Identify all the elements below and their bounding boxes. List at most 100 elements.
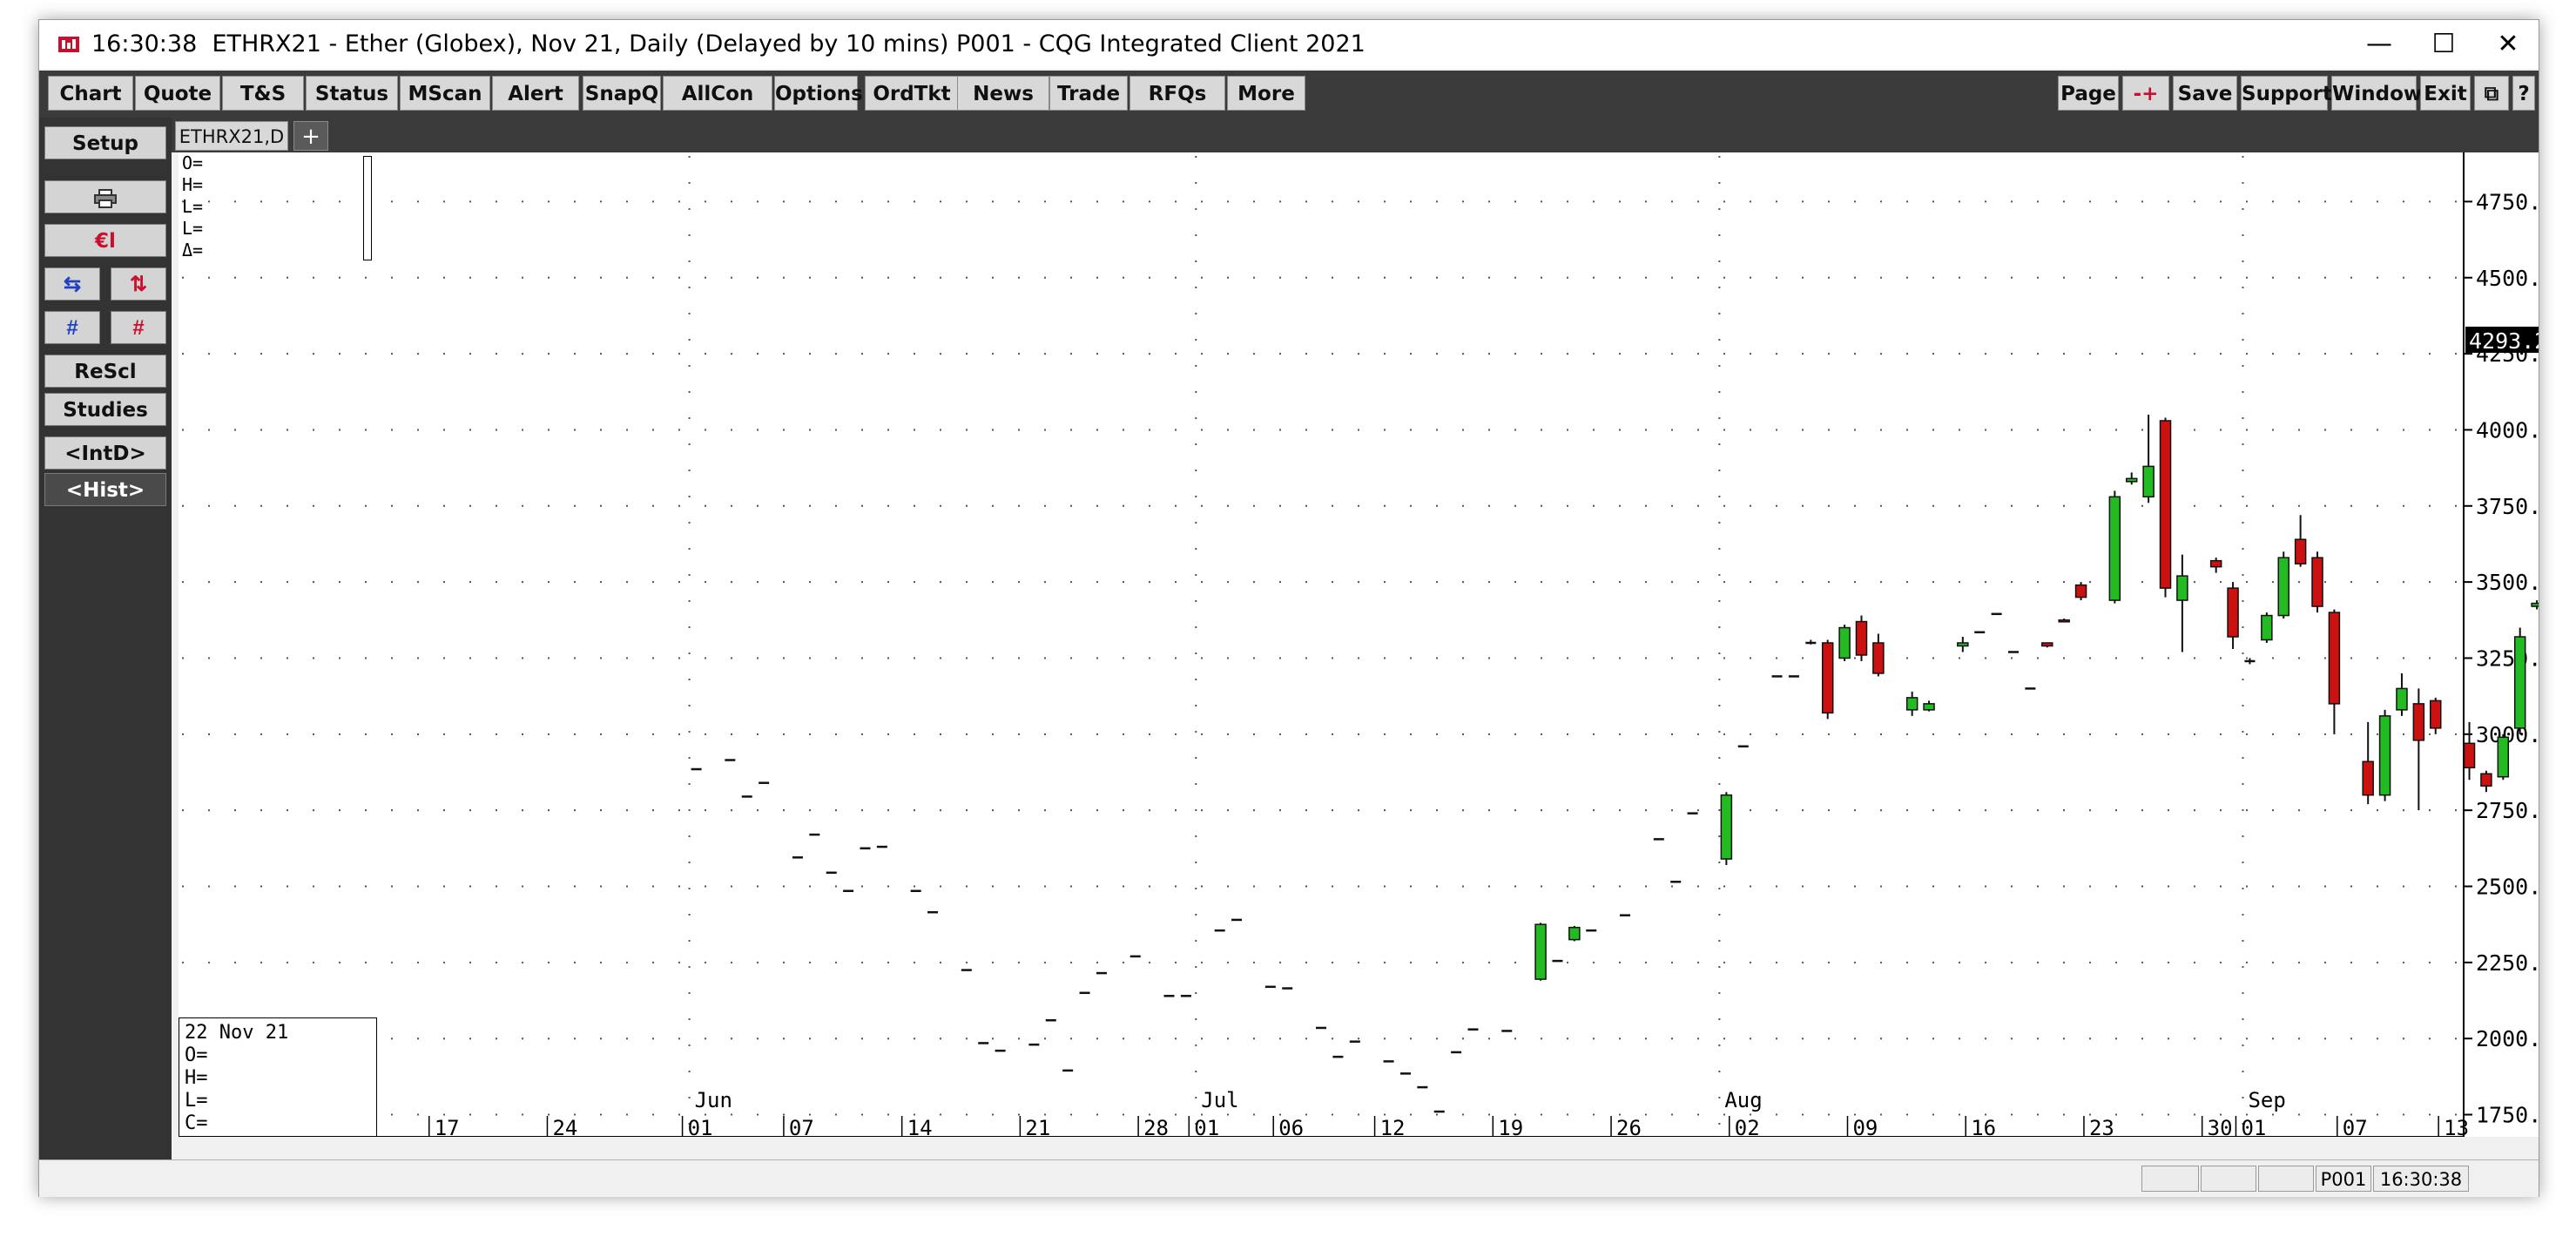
menu-status-button[interactable]: Status [306,76,398,111]
day-tick-label: 12 [1380,1116,1406,1137]
day-tick-label: 07 [789,1116,814,1137]
status-cell-2 [2201,1166,2256,1192]
menu-ts-button[interactable]: T&S [222,76,304,111]
menu-rfqs-button[interactable]: RFQs [1130,76,1225,111]
maximize-button[interactable]: ☐ [2431,29,2456,59]
menu-snapq-button[interactable]: SnapQ [583,76,661,111]
menu-help-button[interactable]: ? [2512,76,2535,111]
candle-body [2412,703,2425,741]
grid-vertical-icon: # [132,316,145,340]
month-label: Aug [1724,1088,1762,1112]
menu-alert-button[interactable]: Alert [492,76,579,111]
candle-body [1568,926,1581,941]
minimize-button[interactable]: — [2366,29,2392,59]
history-button[interactable]: <Hist> [44,473,166,506]
last-price-label: 4293.25 [2469,328,2539,354]
menu-quote-button[interactable]: Quote [135,76,220,111]
menu-save-button[interactable]: Save [2173,76,2237,111]
status-cell-3 [2258,1166,2314,1192]
menu-exit-button[interactable]: Exit [2420,76,2471,111]
price-tick-label: 2000.00 [2476,1026,2539,1051]
price-tick-label: 4500.00 [2476,266,2539,291]
scroll-horizontal-button[interactable]: ⇆ [44,267,100,301]
status-bar: P001 16:30:38 [39,1159,2539,1197]
intraday-button[interactable]: <IntD> [44,436,166,470]
price-tick-label: 1750.00 [2476,1103,2539,1128]
status-cell-1 [2141,1166,2199,1192]
candle-body [2176,575,2188,601]
rescale-button[interactable]: ReScl [44,355,166,388]
menu-trade-button[interactable]: Trade [1049,76,1128,111]
data-window-low: L= [182,196,204,217]
menu-support-button[interactable]: Support [2241,76,2332,111]
menu-bar: Chart Quote T&S Status MScan Alert SnapQ AllCon… [39,71,2539,118]
candle-body [2159,420,2172,589]
menu-page-button[interactable]: Page [2058,76,2119,111]
candle-body [2513,636,2526,729]
data-window: O= H= L= L= Δ= [182,152,269,261]
candle-body [1534,923,1547,980]
zoom-horizontal-button[interactable]: # [44,311,100,344]
menu-plusminus-button[interactable]: -+ [2122,76,2169,111]
candle-body [2463,742,2476,768]
data-window-delta: Δ= [182,240,204,260]
day-tick-label: 24 [552,1116,577,1137]
add-tab-button[interactable]: + [293,121,328,151]
candle-body [2396,687,2408,711]
print-button[interactable] [44,180,166,213]
data-window-last: L= [182,218,204,239]
day-tick-label: 07 [2343,1116,2368,1137]
price-tick-label: 3750.00 [2476,494,2539,519]
setup-button[interactable]: Setup [44,126,166,159]
cursor-close: C= [185,1112,208,1134]
candle-body [2430,700,2442,729]
menu-window-button[interactable]: Window [2331,76,2422,111]
menu-restore-button[interactable]: ⧉ [2474,76,2509,111]
price-tick-label: 2500.00 [2476,875,2539,900]
window-title: 16:30:38 ETHRX21 - Ether (Globex), Nov 2… [91,20,1366,69]
candle-body [2227,587,2239,638]
cursor-date: 22 Nov 21 [185,1022,289,1044]
candle-body [1957,642,1969,647]
last-price-marker [2465,326,2539,353]
menu-more-button[interactable]: More [1227,76,1305,111]
candle-body [2209,559,2222,568]
menu-chart-button[interactable]: Chart [48,76,133,111]
candle-body [2480,773,2492,787]
studies-button[interactable]: Studies [44,393,166,426]
candle-body [1872,642,1885,674]
candle-body [2261,614,2273,641]
menu-ordtkt-button[interactable]: OrdTkt [865,76,959,111]
candle-body [2311,557,2323,607]
printer-icon [94,188,117,208]
data-window-high: H= [182,174,204,195]
candle-body [1838,626,1851,659]
month-label: Sep [2248,1088,2285,1112]
title-text: ETHRX21 - Ether (Globex), Nov 21, Daily … [212,30,1366,57]
day-tick-label: 01 [1194,1116,1219,1137]
menu-allcon-button[interactable]: AllCon [663,76,772,111]
candle-body [2294,538,2307,564]
data-window-bar [363,156,372,260]
candle-body [2142,465,2155,498]
close-button[interactable]: ✕ [2497,29,2519,59]
title-time: 16:30:38 [91,30,198,57]
day-tick-label: 13 [2444,1116,2469,1137]
chart-sidebar: Setup €l ⇆ ⇅ # # ReScl Studies <IntD> <H… [39,118,172,1196]
chart-area[interactable]: 1750.002000.002250.002500.002750.003000.… [174,152,2576,1140]
tab-ethrx21-daily[interactable]: ETHRX21,D [175,121,288,151]
currency-button[interactable]: €l [44,224,166,257]
day-tick-label: 09 [1852,1116,1878,1137]
zoom-vertical-button[interactable]: # [111,311,166,344]
price-chart[interactable]: 1750.002000.002250.002500.002750.003000.… [174,152,2576,1140]
scroll-vertical-button[interactable]: ⇅ [111,267,166,301]
chart-tab-strip: ETHRX21,D + [172,118,2539,152]
menu-options-button[interactable]: Options [774,76,863,111]
candle-body [2041,642,2053,647]
cursor-open: O= [185,1044,208,1066]
menu-news-button[interactable]: News [957,76,1049,111]
menu-mscan-button[interactable]: MScan [400,76,490,111]
price-tick-label: 3250.00 [2476,646,2539,671]
candle-body [2074,584,2087,598]
currency-icon: €l [95,230,116,253]
